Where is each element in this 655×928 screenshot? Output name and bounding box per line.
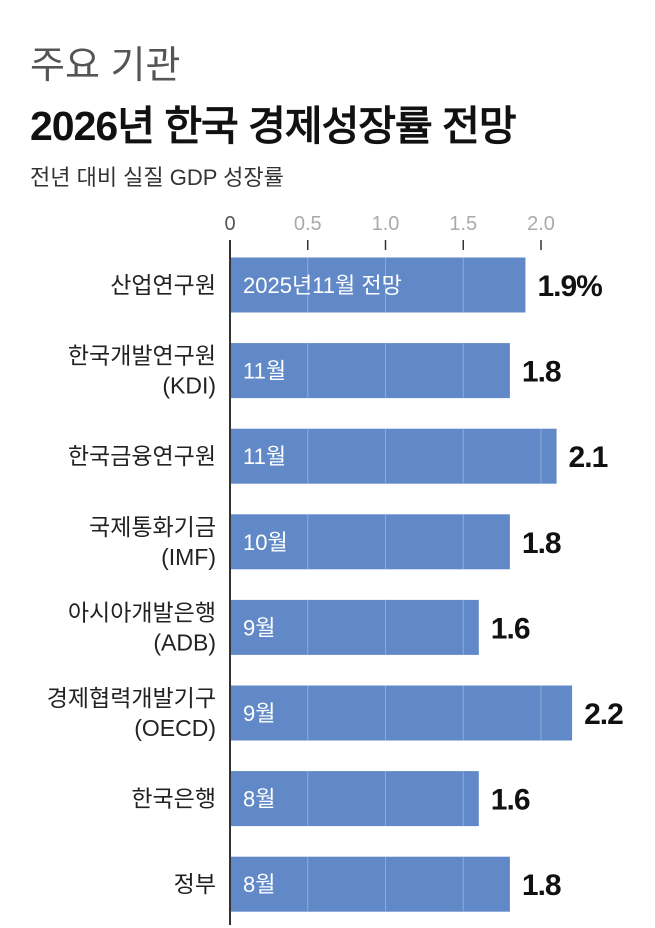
tick-label: 2.0 xyxy=(527,213,555,235)
bar-label: 2025년11월 전망 xyxy=(243,273,402,298)
chart-subtitle: 전년 대비 실질 GDP 성장률 xyxy=(30,165,284,190)
category-label: 경제협력개발기구 xyxy=(47,685,216,711)
category-label: (ADB) xyxy=(153,629,216,655)
bar-label: 9월 xyxy=(243,701,275,726)
bar-label: 11월 xyxy=(243,444,286,469)
category-label: (IMF) xyxy=(161,544,216,570)
tick-label: 1.0 xyxy=(372,213,400,235)
category-label: (OECD) xyxy=(134,715,216,741)
value-label: 1.6 xyxy=(491,784,530,817)
tick-label: 0 xyxy=(224,213,235,235)
bar xyxy=(230,257,526,313)
bar xyxy=(230,685,573,741)
chart-title: 2026년 한국 경제성장률 전망 xyxy=(30,103,517,149)
category-label: 산업연구원 xyxy=(110,272,216,298)
chart-kicker: 주요 기관 xyxy=(30,45,181,87)
tick-label: 0.5 xyxy=(294,213,322,235)
value-label: 1.8 xyxy=(522,356,561,389)
value-label: 1.8 xyxy=(522,869,561,902)
category-label: 한국개발연구원 xyxy=(68,343,216,369)
bar-label: 9월 xyxy=(243,615,275,640)
bar-label: 11월 xyxy=(243,359,286,384)
category-label: 정부 xyxy=(174,871,216,897)
category-label: 한국금융연구원 xyxy=(68,443,216,469)
bar xyxy=(230,428,557,484)
category-label: 아시아개발은행 xyxy=(68,599,216,625)
bar xyxy=(230,771,479,827)
value-label: 2.1 xyxy=(569,441,608,474)
category-label: 국제통화기금 xyxy=(89,514,216,540)
bar xyxy=(230,599,479,655)
value-label: 2.2 xyxy=(584,698,623,731)
tick-label: 1.5 xyxy=(449,213,477,235)
category-label: (KDI) xyxy=(162,373,216,399)
category-label: 한국은행 xyxy=(131,786,216,812)
value-label: 1.6 xyxy=(491,612,530,645)
bar-label: 8월 xyxy=(243,872,275,897)
value-label: 1.8 xyxy=(522,527,561,560)
bar-label: 8월 xyxy=(243,787,275,812)
bar-label: 10월 xyxy=(243,530,288,555)
value-label: 1.9% xyxy=(537,270,602,303)
